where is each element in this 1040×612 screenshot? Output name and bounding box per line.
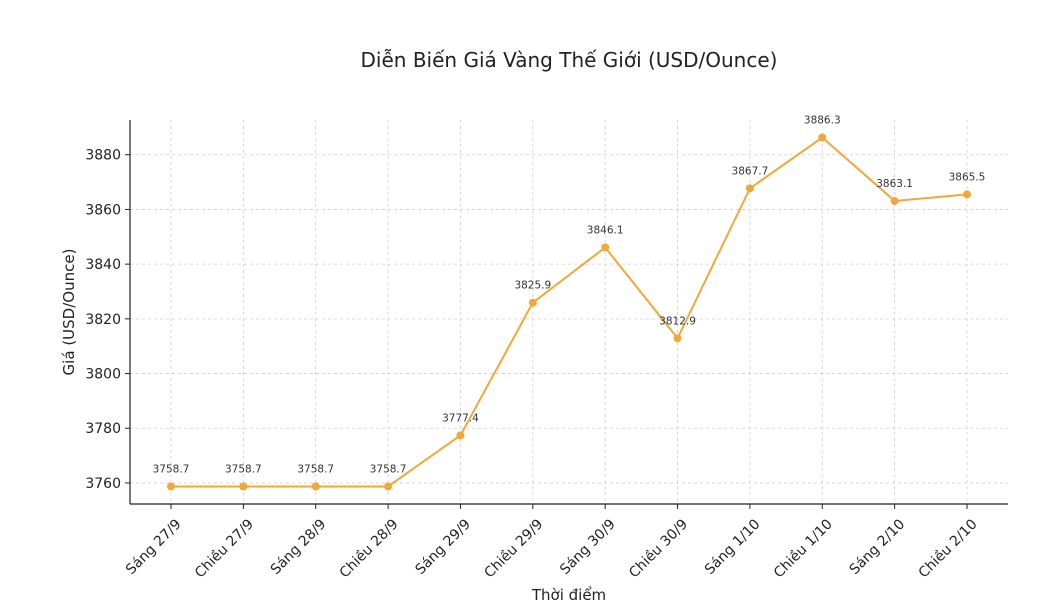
data-label: 3758.7 <box>297 463 334 475</box>
y-axis-label: Giá (USD/Ounce) <box>60 249 78 376</box>
data-point <box>673 334 682 343</box>
series-layer <box>167 133 971 491</box>
x-tick-label: Sáng 27/9 <box>123 516 185 578</box>
x-tick-label: Sáng 1/10 <box>702 516 764 578</box>
x-tick-label: Chiều 27/9 <box>191 516 257 582</box>
data-point <box>167 482 175 491</box>
data-label: 3758.7 <box>153 463 190 475</box>
series-line <box>171 136 968 488</box>
axes-layer <box>129 120 1008 505</box>
data-point <box>890 196 899 205</box>
labels-layer: 3758.7 3758.7 3758.7 3758.7 3777.4 3825.9 3846… <box>153 115 986 476</box>
data-point <box>745 184 754 193</box>
chart-title: Diễn Biến Giá Vàng Thế Giới (USD/Ounce) <box>361 48 778 72</box>
data-point <box>384 482 393 491</box>
y-tick-label: 3820 <box>85 312 121 328</box>
data-label: 3777.4 <box>442 412 479 424</box>
y-tick-label: 3860 <box>85 202 121 218</box>
data-point <box>601 243 610 252</box>
x-tick-label: Chiều 1/10 <box>770 516 836 582</box>
y-tick-label: 3840 <box>85 257 121 273</box>
x-tick-label: Sáng 2/10 <box>847 516 909 578</box>
data-point <box>963 190 971 199</box>
y-tick-label: 3880 <box>85 148 121 164</box>
data-label: 3758.7 <box>225 463 262 475</box>
data-label: 3867.7 <box>732 165 769 177</box>
data-point <box>239 482 248 491</box>
data-point <box>311 482 320 491</box>
data-point <box>818 133 827 142</box>
data-point <box>528 298 537 307</box>
x-tick-label: Chiều 29/9 <box>481 516 547 582</box>
y-tick-label: 3800 <box>85 367 121 383</box>
x-tick-label: Chiều 28/9 <box>336 516 402 582</box>
data-point <box>456 431 465 440</box>
y-tick-label: 3780 <box>85 421 121 437</box>
data-label: 3846.1 <box>587 224 624 236</box>
data-label: 3812.9 <box>659 315 696 327</box>
data-label: 3863.1 <box>876 178 913 190</box>
y-tick-label: 3760 <box>85 476 121 492</box>
x-tick-label: Sáng 28/9 <box>268 516 330 578</box>
data-label: 3825.9 <box>514 280 551 292</box>
data-label: 3865.5 <box>949 171 986 183</box>
x-tick-label: Sáng 30/9 <box>557 516 619 578</box>
x-tick-label: Chiều 2/10 <box>915 516 981 582</box>
x-axis-label: Thời điểm <box>531 586 606 604</box>
data-label: 3758.7 <box>370 463 407 475</box>
x-tick-label: Sáng 29/9 <box>412 516 474 578</box>
x-tick-label: Chiều 30/9 <box>625 516 691 582</box>
grid-layer <box>130 120 1008 504</box>
data-label: 3886.3 <box>804 115 841 127</box>
